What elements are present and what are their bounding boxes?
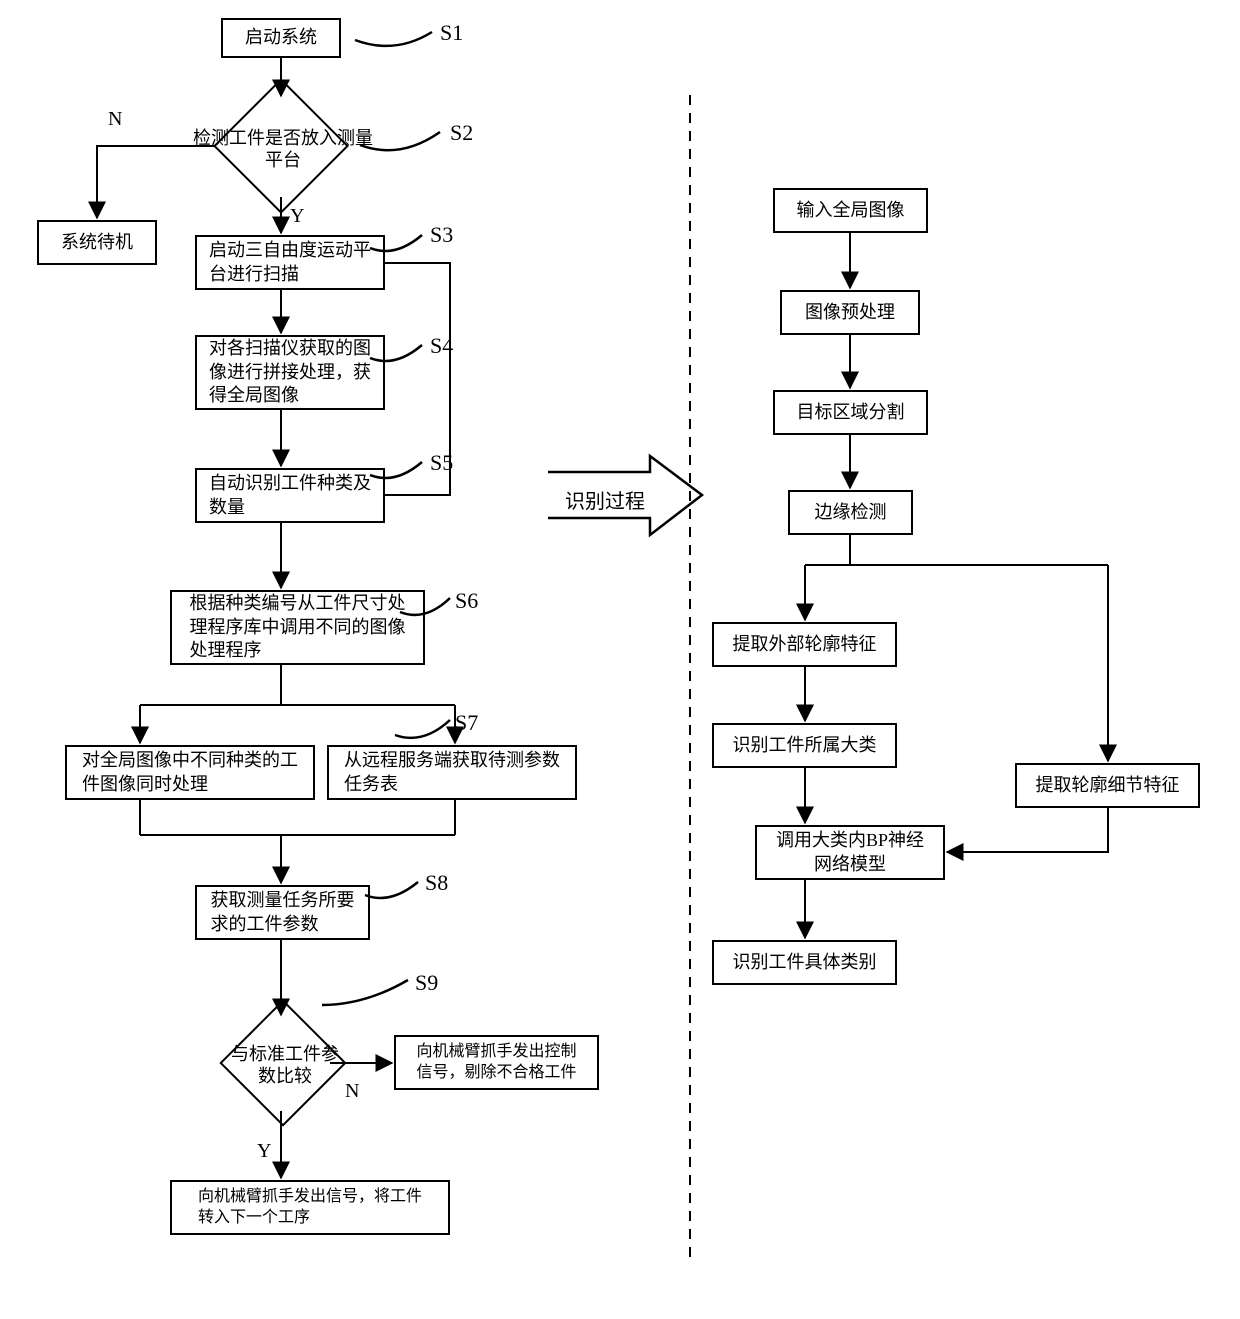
node-s3: 启动三自由度运动平 台进行扫描 xyxy=(195,235,385,290)
text: 向机械臂抓手发出信号，将工件 转入下一个工序 xyxy=(198,1187,422,1229)
label-s7: S7 xyxy=(455,710,478,736)
text: 输入全局图像 xyxy=(797,199,905,222)
text: 目标区域分割 xyxy=(797,401,905,424)
node-s4: 对各扫描仪获取的图 像进行拼接处理，获 得全局图像 xyxy=(195,335,385,410)
label-s2-y: Y xyxy=(290,205,304,228)
label-s5: S5 xyxy=(430,450,453,476)
node-r1: 输入全局图像 xyxy=(773,188,928,233)
text: 自动识别工件种类及 数量 xyxy=(209,472,371,519)
node-s5: 自动识别工件种类及 数量 xyxy=(195,468,385,523)
label-s2-n: N xyxy=(108,108,122,131)
label-s1: S1 xyxy=(440,20,463,46)
text: 获取测量任务所要 求的工件参数 xyxy=(211,889,355,936)
node-r8: 识别工件具体类别 xyxy=(712,940,897,985)
recognition-process-label: 识别过程 xyxy=(565,485,645,514)
label-s3: S3 xyxy=(430,222,453,248)
text: 识别工件具体类别 xyxy=(733,951,877,974)
node-r2: 图像预处理 xyxy=(780,290,920,335)
text: 图像预处理 xyxy=(805,301,895,324)
text: 识别工件所属大类 xyxy=(733,734,877,757)
text: 启动三自由度运动平 台进行扫描 xyxy=(209,239,371,286)
text: 对全局图像中不同种类的工 件图像同时处理 xyxy=(82,749,298,796)
label-s9: S9 xyxy=(415,970,438,996)
node-r9: 提取轮廓细节特征 xyxy=(1015,763,1200,808)
node-r4: 边缘检测 xyxy=(788,490,913,535)
node-r3: 目标区域分割 xyxy=(773,390,928,435)
node-r5: 提取外部轮廓特征 xyxy=(712,622,897,667)
text: 向机械臂抓手发出控制 信号，剔除不合格工件 xyxy=(416,1042,576,1084)
label-s8: S8 xyxy=(425,870,448,896)
node-s7a: 对全局图像中不同种类的工 件图像同时处理 xyxy=(65,745,315,800)
node-s9y: 向机械臂抓手发出信号，将工件 转入下一个工序 xyxy=(170,1180,450,1235)
text: 提取外部轮廓特征 xyxy=(733,633,877,656)
node-s2-decision xyxy=(213,78,349,214)
text: 提取轮廓细节特征 xyxy=(1036,774,1180,797)
label-s9-y: Y xyxy=(257,1140,271,1163)
node-standby: 系统待机 xyxy=(37,220,157,265)
node-s6: 根据种类编号从工件尺寸处 理程序库中调用不同的图像 处理程序 xyxy=(170,590,425,665)
text: 调用大类内BP神经 网络模型 xyxy=(776,829,924,876)
text: 系统待机 xyxy=(61,231,133,254)
node-r6: 识别工件所属大类 xyxy=(712,723,897,768)
label-s4: S4 xyxy=(430,333,453,359)
label-s9-n: N xyxy=(345,1080,359,1103)
text: 启动系统 xyxy=(245,26,317,49)
label-s6: S6 xyxy=(455,588,478,614)
text: 边缘检测 xyxy=(815,501,887,524)
text: 对各扫描仪获取的图 像进行拼接处理，获 得全局图像 xyxy=(209,337,371,407)
node-s8: 获取测量任务所要 求的工件参数 xyxy=(195,885,370,940)
text: 根据种类编号从工件尺寸处 理程序库中调用不同的图像 处理程序 xyxy=(190,592,406,662)
node-s9n: 向机械臂抓手发出控制 信号，剔除不合格工件 xyxy=(394,1035,599,1090)
node-s1-start: 启动系统 xyxy=(221,18,341,58)
text: 从远程服务端获取待测参数 任务表 xyxy=(344,749,560,796)
node-s7b: 从远程服务端获取待测参数 任务表 xyxy=(327,745,577,800)
label-s2: S2 xyxy=(450,120,473,146)
node-r7: 调用大类内BP神经 网络模型 xyxy=(755,825,945,880)
node-s9-decision xyxy=(219,999,346,1126)
